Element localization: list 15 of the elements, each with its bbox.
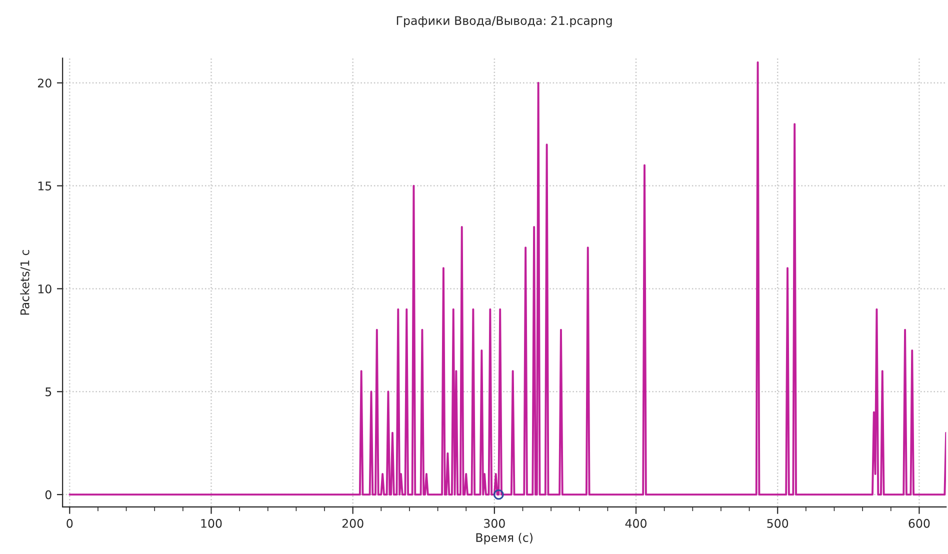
chart-title: Графики Ввода/Вывода: 21.pcapng [396,16,612,28]
x-tick-label: 100 [201,518,222,528]
x-tick-label: 400 [625,518,646,528]
x-tick-label: 200 [342,518,364,528]
x-tick-label: 500 [767,518,788,528]
x-tick-label: 0 [66,518,73,528]
y-tick-label: 10 [38,284,52,294]
x-axis-title: Время (c) [476,532,532,544]
y-axis-title: Packets/1 c [20,250,30,315]
y-tick-label: 20 [38,78,52,88]
x-tick-label: 600 [908,518,930,528]
y-tick-label: 5 [46,388,52,396]
y-tick-label: 0 [45,490,52,500]
y-tick-label: 15 [38,182,52,190]
x-tick-label: 300 [484,518,505,528]
